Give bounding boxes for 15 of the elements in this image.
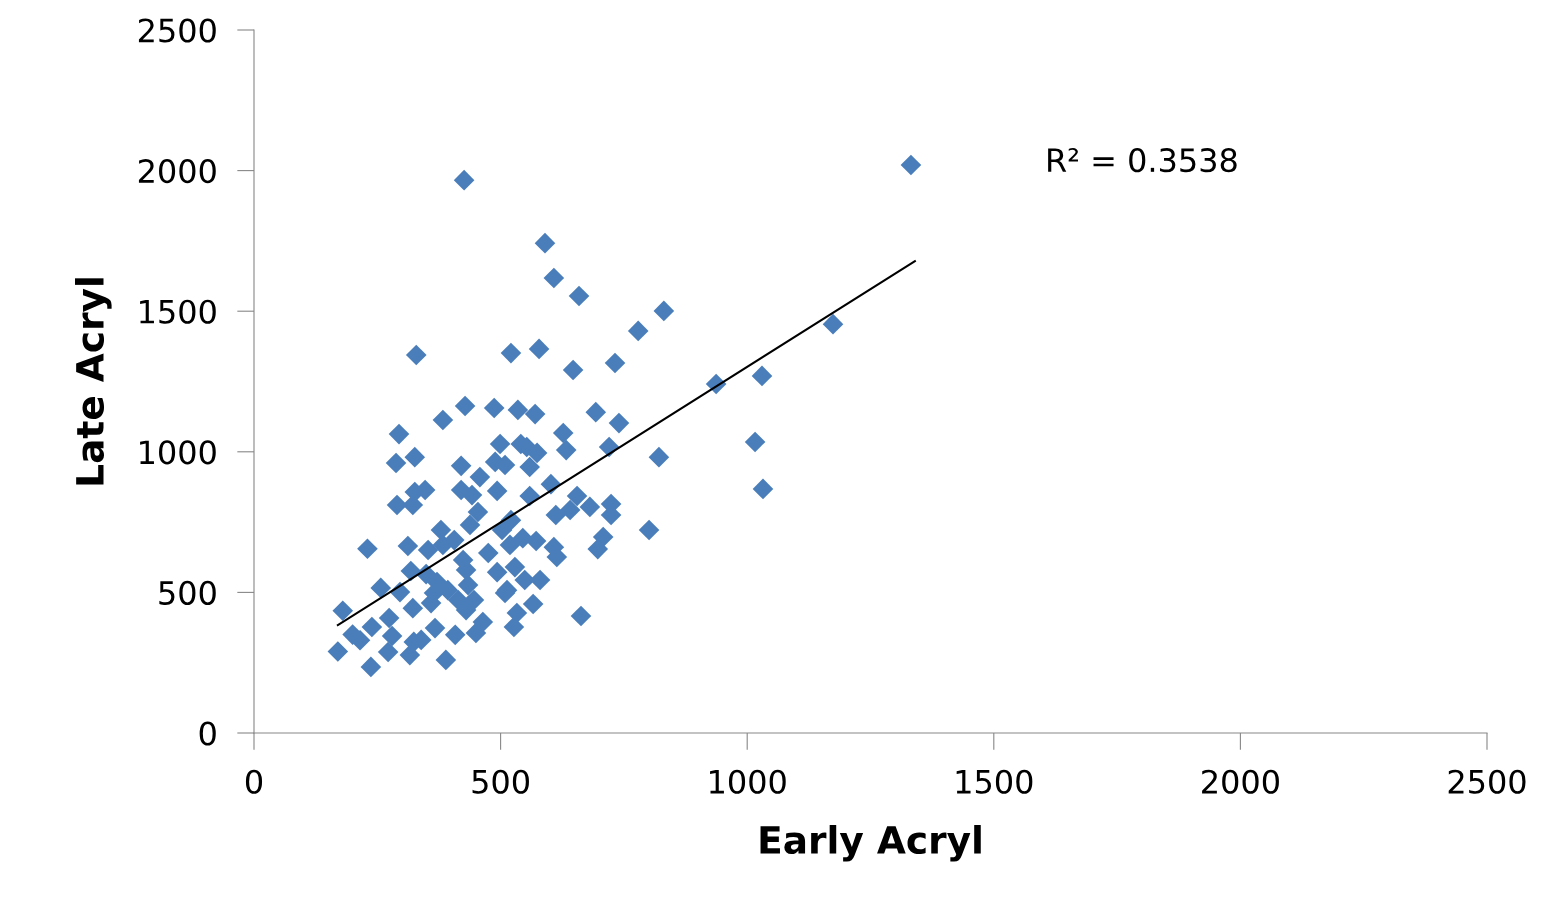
x-axis-title: Early Acryl xyxy=(760,825,981,862)
annotation: R² = 0.3538 xyxy=(1048,148,1237,173)
x-tick-label: 0 xyxy=(245,769,263,794)
y-axis-title: Late Acryl xyxy=(75,278,112,485)
x-tick-label: 2000 xyxy=(1202,769,1279,794)
x-tick-label: 1500 xyxy=(956,769,1033,794)
x-tick-label: 1000 xyxy=(710,769,786,794)
x-tick-label: 2500 xyxy=(1448,769,1526,794)
y-tick-label: 1500 xyxy=(140,299,216,324)
y-tick-label: 0 xyxy=(199,721,216,746)
y-tick-label: 2000 xyxy=(138,159,216,184)
y-tick-label: 500 xyxy=(159,580,216,605)
x-tick-label: 500 xyxy=(472,769,529,794)
y-tick-label: 2500 xyxy=(138,18,216,43)
y-tick-label: 1000 xyxy=(140,440,216,465)
